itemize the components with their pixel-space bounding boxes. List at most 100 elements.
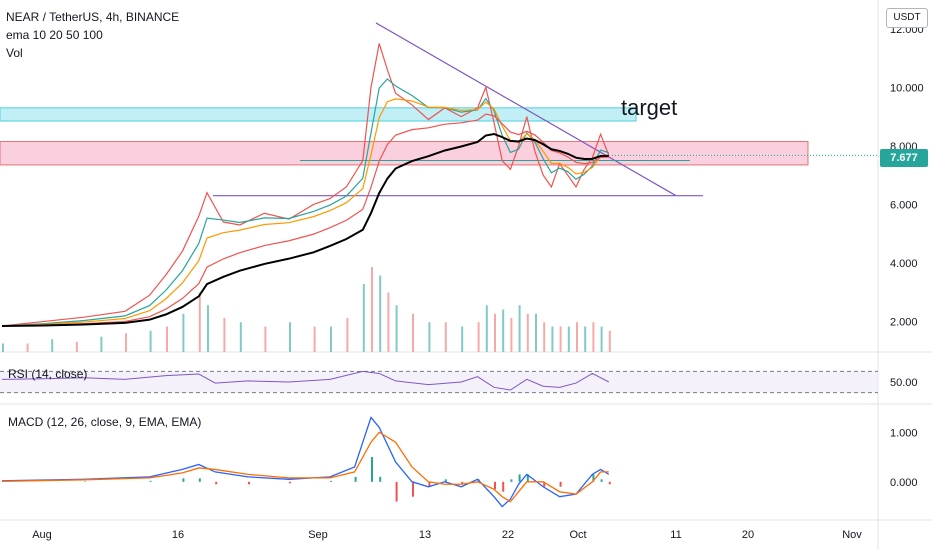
macd-histogram-bar — [428, 481, 431, 487]
time-tick-label: 11 — [670, 529, 681, 541]
symbol-legend: NEAR / TetherUS, 4h, BINANCE — [6, 10, 180, 24]
volume-bar — [346, 318, 349, 352]
price-tick-label: 10.000 — [890, 82, 924, 94]
volume-bar — [485, 305, 488, 352]
macd-histogram-bar — [518, 474, 521, 482]
ema10-line — [1, 78, 609, 327]
macd-histogram-bar — [600, 479, 603, 482]
time-tick-label: Nov — [842, 529, 862, 541]
macd-histogram-bar — [559, 481, 562, 487]
macd-histogram-bar — [379, 476, 382, 482]
macd-histogram-bar — [412, 481, 414, 497]
volume-bar — [362, 284, 365, 352]
volume-bar — [428, 322, 431, 352]
currency-badge[interactable]: USDT — [886, 8, 928, 28]
macd-histogram-bar — [510, 479, 513, 482]
ema-legend: ema 10 20 50 100 — [6, 28, 103, 42]
price-tick-label: 2.000 — [890, 317, 918, 329]
volume-bar — [444, 322, 447, 352]
time-tick-label: Sep — [308, 529, 328, 541]
support-zone — [0, 141, 809, 166]
macd-histogram-bar — [215, 481, 218, 485]
macd-histogram-bar — [608, 481, 611, 485]
macd-histogram-bar — [198, 478, 201, 482]
rsi-line — [1, 370, 610, 391]
volume-bar — [576, 322, 578, 352]
price-tick-label: 4.000 — [890, 258, 918, 270]
price-series — [1, 43, 610, 327]
volume-bar — [223, 318, 226, 352]
macd-histogram-bar — [395, 481, 398, 502]
volume-bar — [494, 313, 496, 352]
volume-bar — [379, 275, 382, 352]
macd-histogram-bar — [289, 481, 291, 484]
volume-bar — [518, 305, 521, 352]
macd-histogram-bar — [526, 474, 529, 482]
volume-bar — [510, 318, 513, 352]
time-tick-label: 13 — [419, 529, 431, 541]
resistance-zone — [0, 107, 637, 122]
ema100-line — [1, 132, 609, 327]
macd-histogram-bar — [182, 478, 185, 482]
macd-histogram-bar — [371, 457, 373, 482]
volume-bar — [198, 292, 201, 352]
time-tick-label: 20 — [742, 529, 754, 541]
macd-histogram-bar — [444, 479, 447, 482]
macd-histogram-bar — [592, 474, 595, 482]
volume-bar — [559, 326, 562, 352]
volume-bar — [166, 326, 168, 352]
ema50-line — [1, 113, 609, 327]
volume-bar — [461, 326, 464, 352]
target-annotation: target — [621, 95, 678, 120]
volume-bar — [387, 292, 390, 352]
macd-label: MACD (12, 26, close, 9, EMA, EMA) — [8, 415, 202, 429]
volume-bar — [412, 313, 414, 352]
volume-bar — [543, 322, 546, 352]
rsi-tick-label: 50.00 — [890, 377, 918, 389]
time-tick-label: 16 — [172, 529, 184, 541]
macd-histogram-bar — [502, 481, 505, 492]
rsi-band — [0, 371, 878, 393]
descending-trendline — [375, 22, 677, 197]
volume-bar — [207, 305, 209, 352]
volume-bar — [289, 322, 291, 352]
volume-bar — [313, 326, 316, 352]
volume-bar — [395, 305, 398, 352]
time-tick-label: Aug — [32, 529, 52, 541]
rsi-label: RSI (14, close) — [8, 367, 88, 381]
time-tick-label: Oct — [569, 529, 586, 541]
volume-bar — [584, 326, 587, 352]
macd-tick-label: 0.000 — [890, 477, 918, 489]
volume-bar — [2, 343, 4, 352]
volume-bar — [264, 326, 267, 352]
volume-bar — [149, 330, 152, 352]
macd-tick-label: 1.000 — [890, 427, 918, 439]
volume-bar — [75, 341, 78, 352]
time-tick-label: 22 — [502, 529, 514, 541]
ema20-line — [1, 98, 609, 327]
volume-bar — [371, 267, 373, 352]
macd-histogram-bar — [543, 481, 546, 487]
volume-bar — [51, 339, 54, 352]
macd-histogram-bar — [494, 481, 496, 490]
volume-bar — [477, 322, 480, 352]
volume-bar — [502, 309, 505, 352]
volume-bar — [600, 326, 603, 352]
volume-bar — [182, 313, 185, 352]
price-tick-label: 6.000 — [890, 199, 918, 211]
volume-bar — [551, 326, 554, 352]
volume-bar — [330, 326, 332, 352]
volume-bar — [535, 313, 537, 352]
signal-line — [1, 431, 609, 503]
macd-histogram-bar — [461, 481, 464, 485]
volume-bar — [592, 322, 595, 352]
macd-histogram-bar — [149, 480, 152, 482]
macd-histogram-bar — [330, 480, 332, 482]
volume-bar — [526, 313, 529, 352]
volume-legend: Vol — [6, 46, 23, 60]
macd-histogram-bar — [354, 476, 357, 482]
volume-bar — [567, 326, 570, 352]
volume-bar — [100, 336, 103, 352]
volume-bar — [125, 333, 127, 352]
